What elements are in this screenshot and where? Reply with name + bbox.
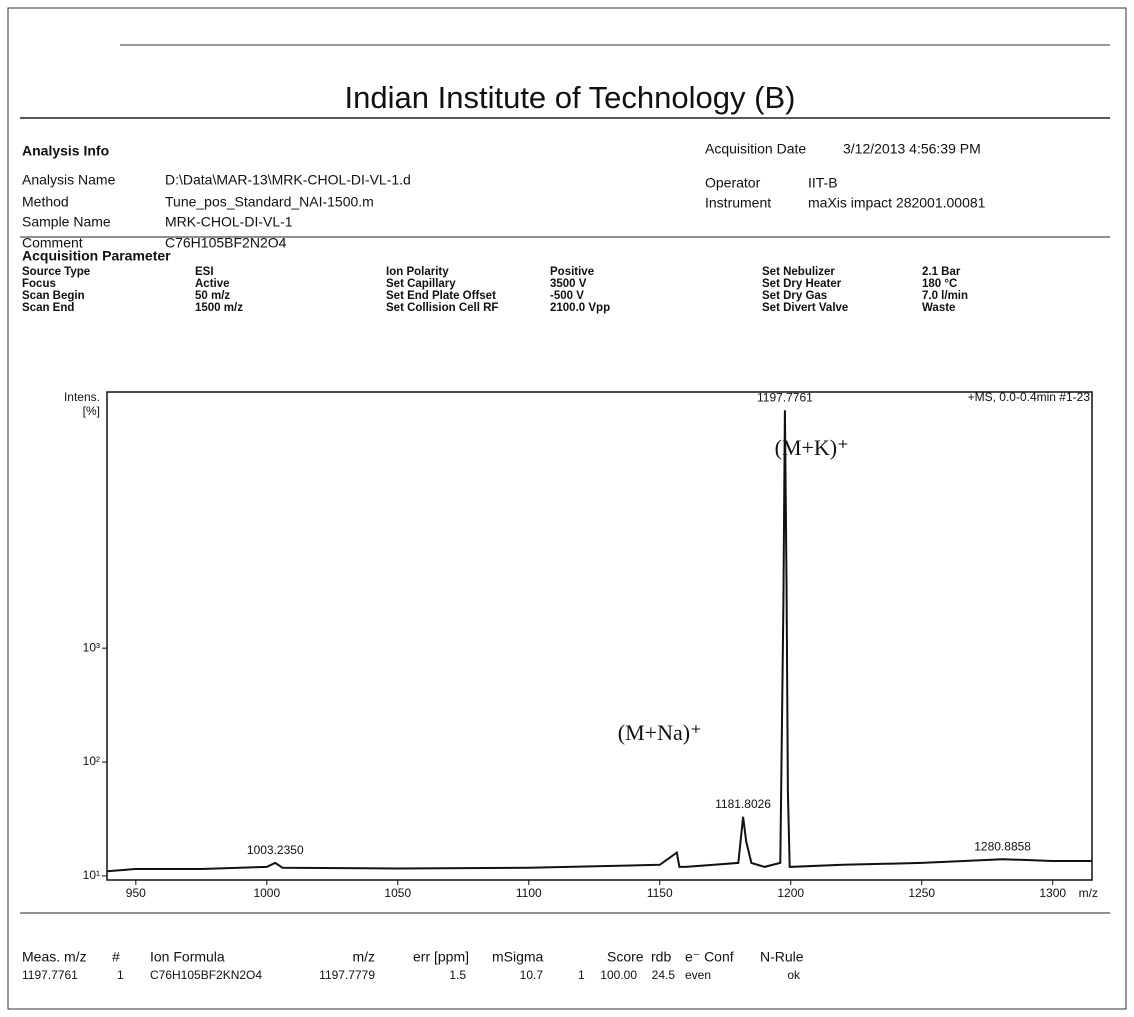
cell: 1 <box>117 968 124 982</box>
cell: 1.5 <box>449 968 466 982</box>
param-label: Scan End <box>22 302 74 314</box>
field-value: maXis impact 282001.00081 <box>808 195 986 211</box>
page-frame <box>7 7 1127 1010</box>
field-label: Analysis Name <box>22 172 116 188</box>
annotation: (M+K)⁺ <box>775 435 849 460</box>
field-label: Instrument <box>705 195 771 211</box>
x-tick-label: 1250 <box>908 886 935 900</box>
section-heading: Analysis Info <box>22 143 109 159</box>
param-value: Positive <box>550 266 594 278</box>
param-value: Active <box>195 278 230 290</box>
column-header: e⁻ Conf <box>685 949 734 965</box>
y-axis-label: [%] <box>83 404 100 418</box>
spectrum <box>106 410 1092 873</box>
param-value: 180 °C <box>922 278 957 290</box>
annotation: (M+Na)⁺ <box>618 720 702 745</box>
param-label: Scan Begin <box>22 290 85 302</box>
peak-label: 1181.8026 <box>715 797 771 811</box>
param-label: Set End Plate Offset <box>386 290 496 302</box>
cell: C76H105BF2KN2O4 <box>150 968 262 982</box>
field-label: Sample Name <box>22 214 111 230</box>
x-tick-label: 1000 <box>253 886 280 900</box>
param-label: Set Nebulizer <box>762 266 835 278</box>
title: Indian Institute of Technology (B) <box>345 80 796 115</box>
field-value: MRK-CHOL-DI-VL-1 <box>165 214 293 230</box>
param-value: 3500 V <box>550 278 587 290</box>
field-label: Acquisition Date <box>705 141 806 157</box>
cell: 1 <box>578 968 585 982</box>
field-value: D:\Data\MAR-13\MRK-CHOL-DI-VL-1.d <box>165 172 411 188</box>
param-label: Ion Polarity <box>386 266 449 278</box>
cell: 100.00 <box>600 968 637 982</box>
y-tick-label: 10² <box>83 754 100 768</box>
param-value: -500 V <box>550 290 584 302</box>
param-label: Set Capillary <box>386 278 456 290</box>
cell: ok <box>787 968 801 982</box>
param-value: Waste <box>922 302 955 314</box>
field-value: C76H105BF2N2O4 <box>165 235 287 251</box>
cell: 10.7 <box>520 968 544 982</box>
column-header: Score <box>607 949 644 965</box>
cell: 1197.7761 <box>22 968 78 982</box>
cell: even <box>685 968 711 982</box>
x-axis-unit: m/z <box>1079 886 1098 900</box>
cell: 1197.7779 <box>319 968 375 982</box>
param-value: 7.0 l/min <box>922 290 968 302</box>
x-tick-label: 1050 <box>384 886 411 900</box>
param-label: Set Dry Heater <box>762 278 842 290</box>
field-label: Comment <box>22 235 83 251</box>
column-header: err [ppm] <box>413 949 469 965</box>
column-header: # <box>112 949 120 965</box>
x-tick-label: 1150 <box>647 886 673 900</box>
x-tick-label: 1200 <box>777 886 804 900</box>
field-value: Tune_pos_Standard_NAI-1500.m <box>165 194 374 210</box>
peak-label: 1003.2350 <box>247 843 304 857</box>
field-label: Operator <box>705 175 761 191</box>
column-header: Meas. m/z <box>22 949 87 965</box>
column-header: rdb <box>651 949 671 965</box>
cell: 24.5 <box>652 968 676 982</box>
param-label: Set Divert Valve <box>762 302 848 314</box>
column-header: N-Rule <box>760 949 804 965</box>
param-value: 1500 m/z <box>195 302 243 314</box>
peak-label: 1280.8858 <box>974 839 1031 853</box>
param-label: Set Collision Cell RF <box>386 302 498 314</box>
field-value: 3/12/2013 4:56:39 PM <box>843 141 981 157</box>
y-axis-label: Intens. <box>64 390 100 404</box>
plot-frame <box>106 391 1093 881</box>
param-value: 2.1 Bar <box>922 266 961 278</box>
field-label: Method <box>22 194 69 210</box>
param-label: Source Type <box>22 266 90 278</box>
column-header: mSigma <box>492 949 544 965</box>
x-tick-label: 1300 <box>1039 886 1066 900</box>
y-tick-label: 10¹ <box>83 868 100 882</box>
peak-label: 1197.7761 <box>757 390 813 404</box>
param-value: 2100.0 Vpp <box>550 302 610 314</box>
param-label: Focus <box>22 278 56 290</box>
x-tick-label: 950 <box>126 886 146 900</box>
x-tick-label: 1100 <box>516 886 542 900</box>
scan-info: +MS, 0.0-0.4min #1-23 <box>968 390 1091 404</box>
param-value: 50 m/z <box>195 290 230 302</box>
y-tick-label: 10³ <box>83 640 100 654</box>
column-header: Ion Formula <box>150 949 225 965</box>
param-value: ESI <box>195 266 214 278</box>
field-value: IIT-B <box>808 175 838 191</box>
column-header: m/z <box>352 949 375 965</box>
param-label: Set Dry Gas <box>762 290 827 302</box>
section-heading: Acquisition Parameter <box>22 248 171 264</box>
